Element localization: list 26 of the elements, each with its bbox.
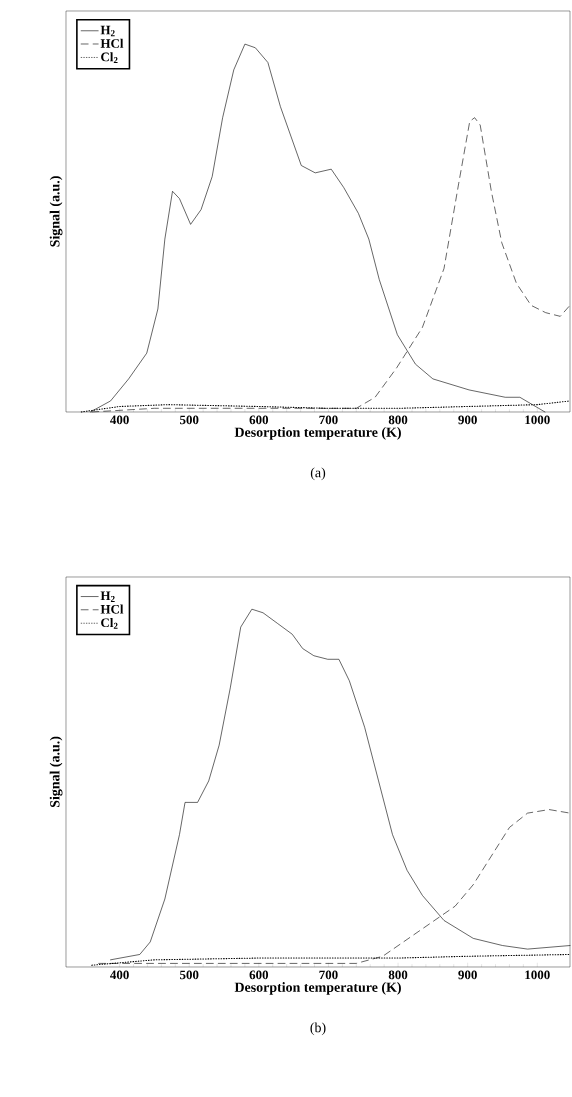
x-tick-label: 900 — [458, 970, 477, 980]
legend-label: HCl — [100, 604, 124, 614]
legend-label: H$_{2}$ — [100, 25, 115, 37]
y-axis-title: Signal (a.u.) — [49, 176, 63, 247]
x-tick-label: 400 — [110, 415, 129, 425]
legend-label: HCl — [100, 38, 124, 48]
x-axis-title: Desorption temperature (K) — [234, 427, 401, 440]
x-tick-label: 900 — [458, 415, 477, 425]
legend-label: Cl$_{2}$ — [101, 618, 118, 629]
x-tick-label: 1000 — [525, 970, 550, 980]
x-axis-title: Desorption temperature (K) — [234, 982, 401, 995]
x-tick-label: 1000 — [525, 415, 550, 425]
x-tick-label: 800 — [388, 970, 408, 980]
x-tick-label: 500 — [180, 415, 199, 425]
x-tick-label: 700 — [319, 970, 338, 980]
legend-label: H$_{2}$ — [100, 591, 115, 602]
x-tick-label: 800 — [388, 415, 408, 425]
x-tick-label: 500 — [180, 970, 199, 980]
y-axis-title: Signal (a.u.) — [49, 736, 63, 808]
legend-label: Cl$_{2}$ — [101, 52, 118, 64]
x-tick-label: 400 — [110, 970, 129, 980]
x-tick-label: 600 — [249, 970, 269, 980]
x-tick-label: 600 — [249, 415, 269, 425]
x-tick-label: 700 — [319, 415, 338, 425]
text: (a) — [310, 467, 326, 481]
text: (b) — [310, 1022, 326, 1036]
